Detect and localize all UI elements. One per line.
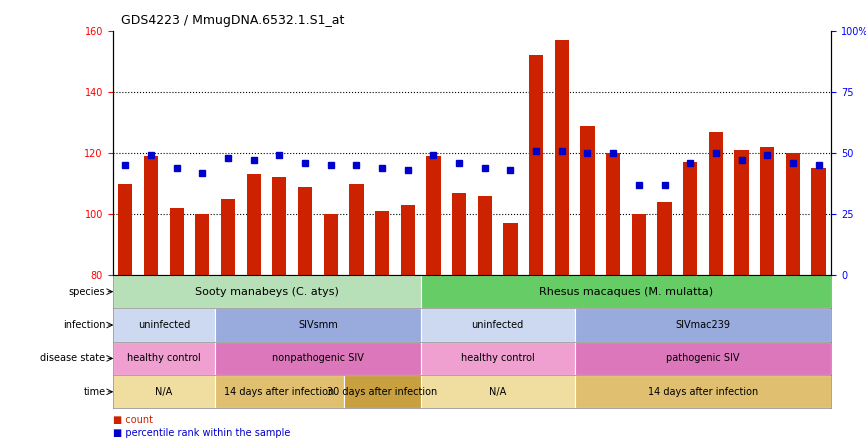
Bar: [401, 205, 415, 275]
Bar: [575, 375, 831, 408]
Bar: [144, 156, 158, 275]
Text: time: time: [83, 387, 106, 397]
Text: N/A: N/A: [489, 387, 507, 397]
Bar: [575, 308, 831, 342]
Bar: [221, 199, 236, 275]
Bar: [273, 178, 287, 275]
Bar: [324, 214, 338, 275]
Text: uninfected: uninfected: [471, 320, 524, 330]
Bar: [555, 40, 569, 275]
Text: healthy control: healthy control: [127, 353, 201, 364]
Text: disease state: disease state: [40, 353, 106, 364]
Bar: [216, 375, 344, 408]
Bar: [119, 183, 132, 275]
Bar: [478, 196, 492, 275]
Bar: [529, 56, 543, 275]
Text: 14 days after infection: 14 days after infection: [648, 387, 758, 397]
Bar: [503, 223, 518, 275]
Bar: [113, 275, 421, 308]
Bar: [113, 308, 216, 342]
Bar: [426, 156, 441, 275]
Bar: [113, 342, 216, 375]
Bar: [708, 132, 723, 275]
Text: uninfected: uninfected: [138, 320, 190, 330]
Text: Rhesus macaques (M. mulatta): Rhesus macaques (M. mulatta): [539, 287, 713, 297]
Bar: [760, 147, 774, 275]
Text: infection: infection: [63, 320, 106, 330]
Text: SIVmac239: SIVmac239: [675, 320, 731, 330]
Bar: [170, 208, 184, 275]
Text: Sooty manabeys (C. atys): Sooty manabeys (C. atys): [195, 287, 339, 297]
Bar: [421, 375, 575, 408]
Bar: [421, 308, 575, 342]
Bar: [606, 153, 620, 275]
Text: species: species: [68, 287, 106, 297]
Bar: [734, 150, 748, 275]
Bar: [580, 126, 595, 275]
Bar: [113, 375, 216, 408]
Bar: [344, 375, 421, 408]
Text: pathogenic SIV: pathogenic SIV: [666, 353, 740, 364]
Text: N/A: N/A: [155, 387, 172, 397]
Bar: [657, 202, 671, 275]
Bar: [785, 153, 800, 275]
Bar: [298, 186, 312, 275]
Text: 14 days after infection: 14 days after infection: [224, 387, 334, 397]
Bar: [216, 342, 421, 375]
Text: ■ percentile rank within the sample: ■ percentile rank within the sample: [113, 428, 290, 438]
Text: nonpathogenic SIV: nonpathogenic SIV: [272, 353, 364, 364]
Text: GDS4223 / MmugDNA.6532.1.S1_at: GDS4223 / MmugDNA.6532.1.S1_at: [121, 14, 345, 27]
Text: SIVsmm: SIVsmm: [298, 320, 338, 330]
Text: healthy control: healthy control: [461, 353, 534, 364]
Bar: [375, 211, 389, 275]
Bar: [421, 342, 575, 375]
Text: ■ count: ■ count: [113, 415, 152, 424]
Bar: [421, 275, 831, 308]
Bar: [683, 162, 697, 275]
Bar: [811, 168, 825, 275]
Bar: [349, 183, 364, 275]
Text: 30 days after infection: 30 days after infection: [327, 387, 437, 397]
Bar: [452, 193, 466, 275]
Bar: [216, 308, 421, 342]
Bar: [247, 174, 261, 275]
Bar: [632, 214, 646, 275]
Bar: [575, 342, 831, 375]
Bar: [196, 214, 210, 275]
